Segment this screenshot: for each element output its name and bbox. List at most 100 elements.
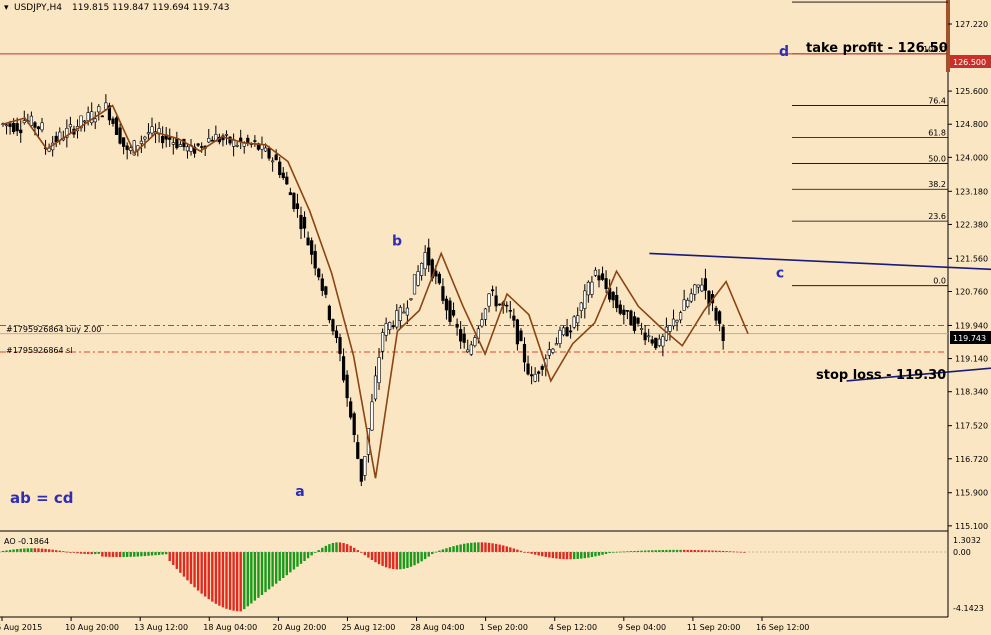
ao-bar — [711, 550, 714, 552]
scroll-marker[interactable] — [946, 0, 950, 72]
ao-bar — [289, 552, 292, 573]
point-label-c: c — [776, 266, 784, 282]
ao-bar — [565, 552, 569, 560]
ao-bar — [186, 552, 189, 581]
candle-body — [434, 270, 438, 277]
price-tick-label: 124.000 — [955, 153, 988, 162]
ao-bar — [97, 552, 100, 554]
ao-tick-zero: 0.00 — [953, 548, 971, 557]
ao-bar — [572, 552, 576, 560]
candle-body — [86, 112, 90, 121]
ao-bar — [72, 552, 76, 553]
ao-bar — [392, 552, 395, 570]
candle-body — [132, 140, 136, 156]
price-tick-label: 115.100 — [955, 522, 988, 531]
candle-body — [540, 366, 544, 370]
ao-bar — [523, 552, 526, 553]
price-axis-ticks: 127.220 125.600 124.800 124.000 123.180 122.3… — [948, 20, 988, 531]
wedge-lower-line — [846, 367, 991, 382]
ao-bar — [44, 548, 47, 552]
ao-bar — [402, 552, 406, 569]
ao-bar — [445, 548, 448, 552]
fib-label: 100.0 — [923, 45, 946, 54]
price-tick-label: 123.180 — [955, 187, 988, 196]
ao-bar — [264, 552, 267, 593]
time-tick-label: 16 Sep 12:00 — [756, 623, 809, 632]
candle-body — [278, 161, 282, 176]
price-tick-label: 117.520 — [955, 422, 988, 431]
candle-body — [675, 320, 679, 323]
candle-body — [714, 307, 718, 321]
ao-bar — [356, 550, 359, 552]
ao-bar — [643, 550, 647, 552]
ao-bar — [544, 552, 547, 557]
candle-body — [8, 123, 12, 127]
candle-body — [451, 309, 456, 316]
ao-bar — [420, 552, 423, 562]
candle-body — [306, 237, 310, 246]
ao-bar — [580, 552, 583, 559]
time-tick-label: 6 Aug 2015 — [0, 623, 42, 632]
candle-body — [207, 137, 211, 143]
ao-bar — [342, 542, 345, 552]
ao-bar — [494, 543, 498, 552]
ao-bar — [349, 545, 352, 552]
ao-bar — [196, 552, 200, 591]
ao-bar — [313, 552, 317, 553]
candle-body — [412, 274, 417, 295]
ao-bar — [700, 550, 704, 552]
ao-bar — [5, 550, 8, 552]
candle-body — [490, 289, 495, 292]
ao-bar — [257, 552, 260, 598]
ao-bar — [423, 552, 427, 560]
candle-body — [483, 308, 488, 320]
candle-body — [487, 293, 491, 307]
ao-bar — [23, 548, 26, 552]
candle-body — [281, 172, 285, 179]
candle-body — [441, 286, 445, 301]
candles — [1, 94, 725, 487]
candle-body — [82, 120, 87, 123]
order-buy-label[interactable]: #1795926864 buy 2.00 — [6, 325, 101, 334]
candle-body — [363, 456, 367, 476]
ao-bar — [58, 550, 61, 552]
candle-body — [547, 349, 551, 356]
candle-body — [327, 305, 331, 321]
ao-bar — [30, 548, 33, 552]
ao-bar — [633, 550, 636, 552]
candle-body — [68, 124, 73, 128]
ao-bar — [317, 550, 320, 552]
ao-bar — [274, 552, 278, 584]
candle-body — [469, 344, 473, 355]
candle-body — [253, 140, 257, 142]
candle-body — [522, 343, 527, 363]
ao-bar — [221, 552, 225, 608]
ao-bar — [33, 548, 37, 552]
ao-bar — [718, 550, 721, 552]
candle-body — [462, 333, 466, 343]
candle-body — [310, 240, 314, 255]
candle-body — [200, 146, 204, 148]
take-profit-price-label: 126.500 — [953, 58, 986, 67]
candle-body — [380, 332, 385, 352]
ao-bar — [665, 549, 668, 552]
candle-body — [388, 322, 392, 331]
fib-label: 76.4 — [928, 97, 946, 106]
candle-body — [22, 120, 26, 124]
ao-bar — [204, 552, 207, 597]
fib-label: 50.0 — [928, 155, 946, 164]
candle-body — [647, 335, 651, 338]
ao-bar — [306, 552, 310, 559]
time-tick-label: 9 Sep 04:00 — [618, 623, 666, 632]
ao-bar — [470, 542, 473, 552]
ao-bar — [647, 550, 650, 552]
ao-bar — [175, 552, 179, 569]
order-sl-label[interactable]: #1795926864 sl — [6, 346, 73, 355]
ao-bar — [526, 552, 530, 553]
ao-bar — [679, 549, 682, 552]
ao-bar — [509, 547, 512, 552]
ao-bar — [661, 550, 665, 552]
candle-body — [122, 137, 126, 147]
candle-body — [65, 127, 69, 138]
candle-body — [356, 442, 360, 459]
